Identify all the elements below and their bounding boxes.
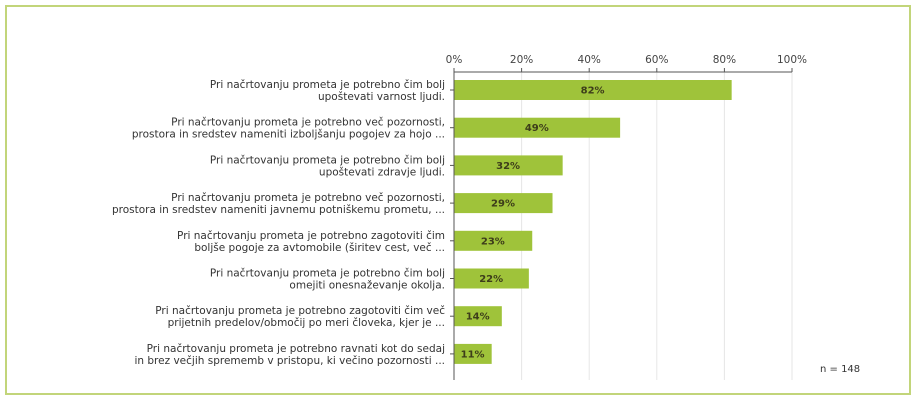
sample-size-note: n = 148 xyxy=(820,364,860,375)
category-label: Pri načrtovanju prometa je potrebno več … xyxy=(132,117,445,141)
bars xyxy=(454,80,732,364)
data-label: 49% xyxy=(525,123,549,134)
data-label: 32% xyxy=(496,161,520,172)
data-label: 82% xyxy=(581,86,605,97)
bar xyxy=(454,117,621,138)
labels: 82% Pri načrtovanju prometa je potrebno č… xyxy=(112,79,605,367)
bar xyxy=(454,155,563,176)
bar xyxy=(454,193,553,214)
category-label: Pri načrtovanju prometa je potrebno zago… xyxy=(177,230,445,254)
axes: 0% 20% 40% 60% 80% 100% xyxy=(446,54,807,380)
data-label: 11% xyxy=(461,349,485,360)
category-label: Pri načrtovanju prometa je potrebno več … xyxy=(112,192,445,216)
category-label: Pri načrtovanju prometa je potrebno ravn… xyxy=(134,343,445,367)
x-tick-label: 80% xyxy=(713,54,736,66)
bar xyxy=(454,230,533,251)
x-tick-label: 40% xyxy=(578,54,601,66)
data-label: 23% xyxy=(481,236,505,247)
x-tick-label: 0% xyxy=(446,54,463,66)
bar xyxy=(454,80,732,100)
category-label: Pri načrtovanju prometa je potrebno čim … xyxy=(210,154,445,178)
x-tick-label: 20% xyxy=(510,54,533,66)
bar xyxy=(454,306,502,327)
data-label: 29% xyxy=(491,199,515,210)
category-label: Pri načrtovanju prometa je potrebno zago… xyxy=(155,305,445,329)
data-label: 14% xyxy=(466,312,490,323)
x-tick-label: 60% xyxy=(645,54,668,66)
bar xyxy=(454,268,529,289)
category-label: Pri načrtovanju prometa je potrebno čim … xyxy=(210,79,445,103)
category-label: Pri načrtovanju prometa je potrebno čim … xyxy=(210,268,445,292)
bar xyxy=(454,343,492,364)
data-label: 22% xyxy=(479,274,503,285)
x-tick-label: 100% xyxy=(777,54,807,66)
